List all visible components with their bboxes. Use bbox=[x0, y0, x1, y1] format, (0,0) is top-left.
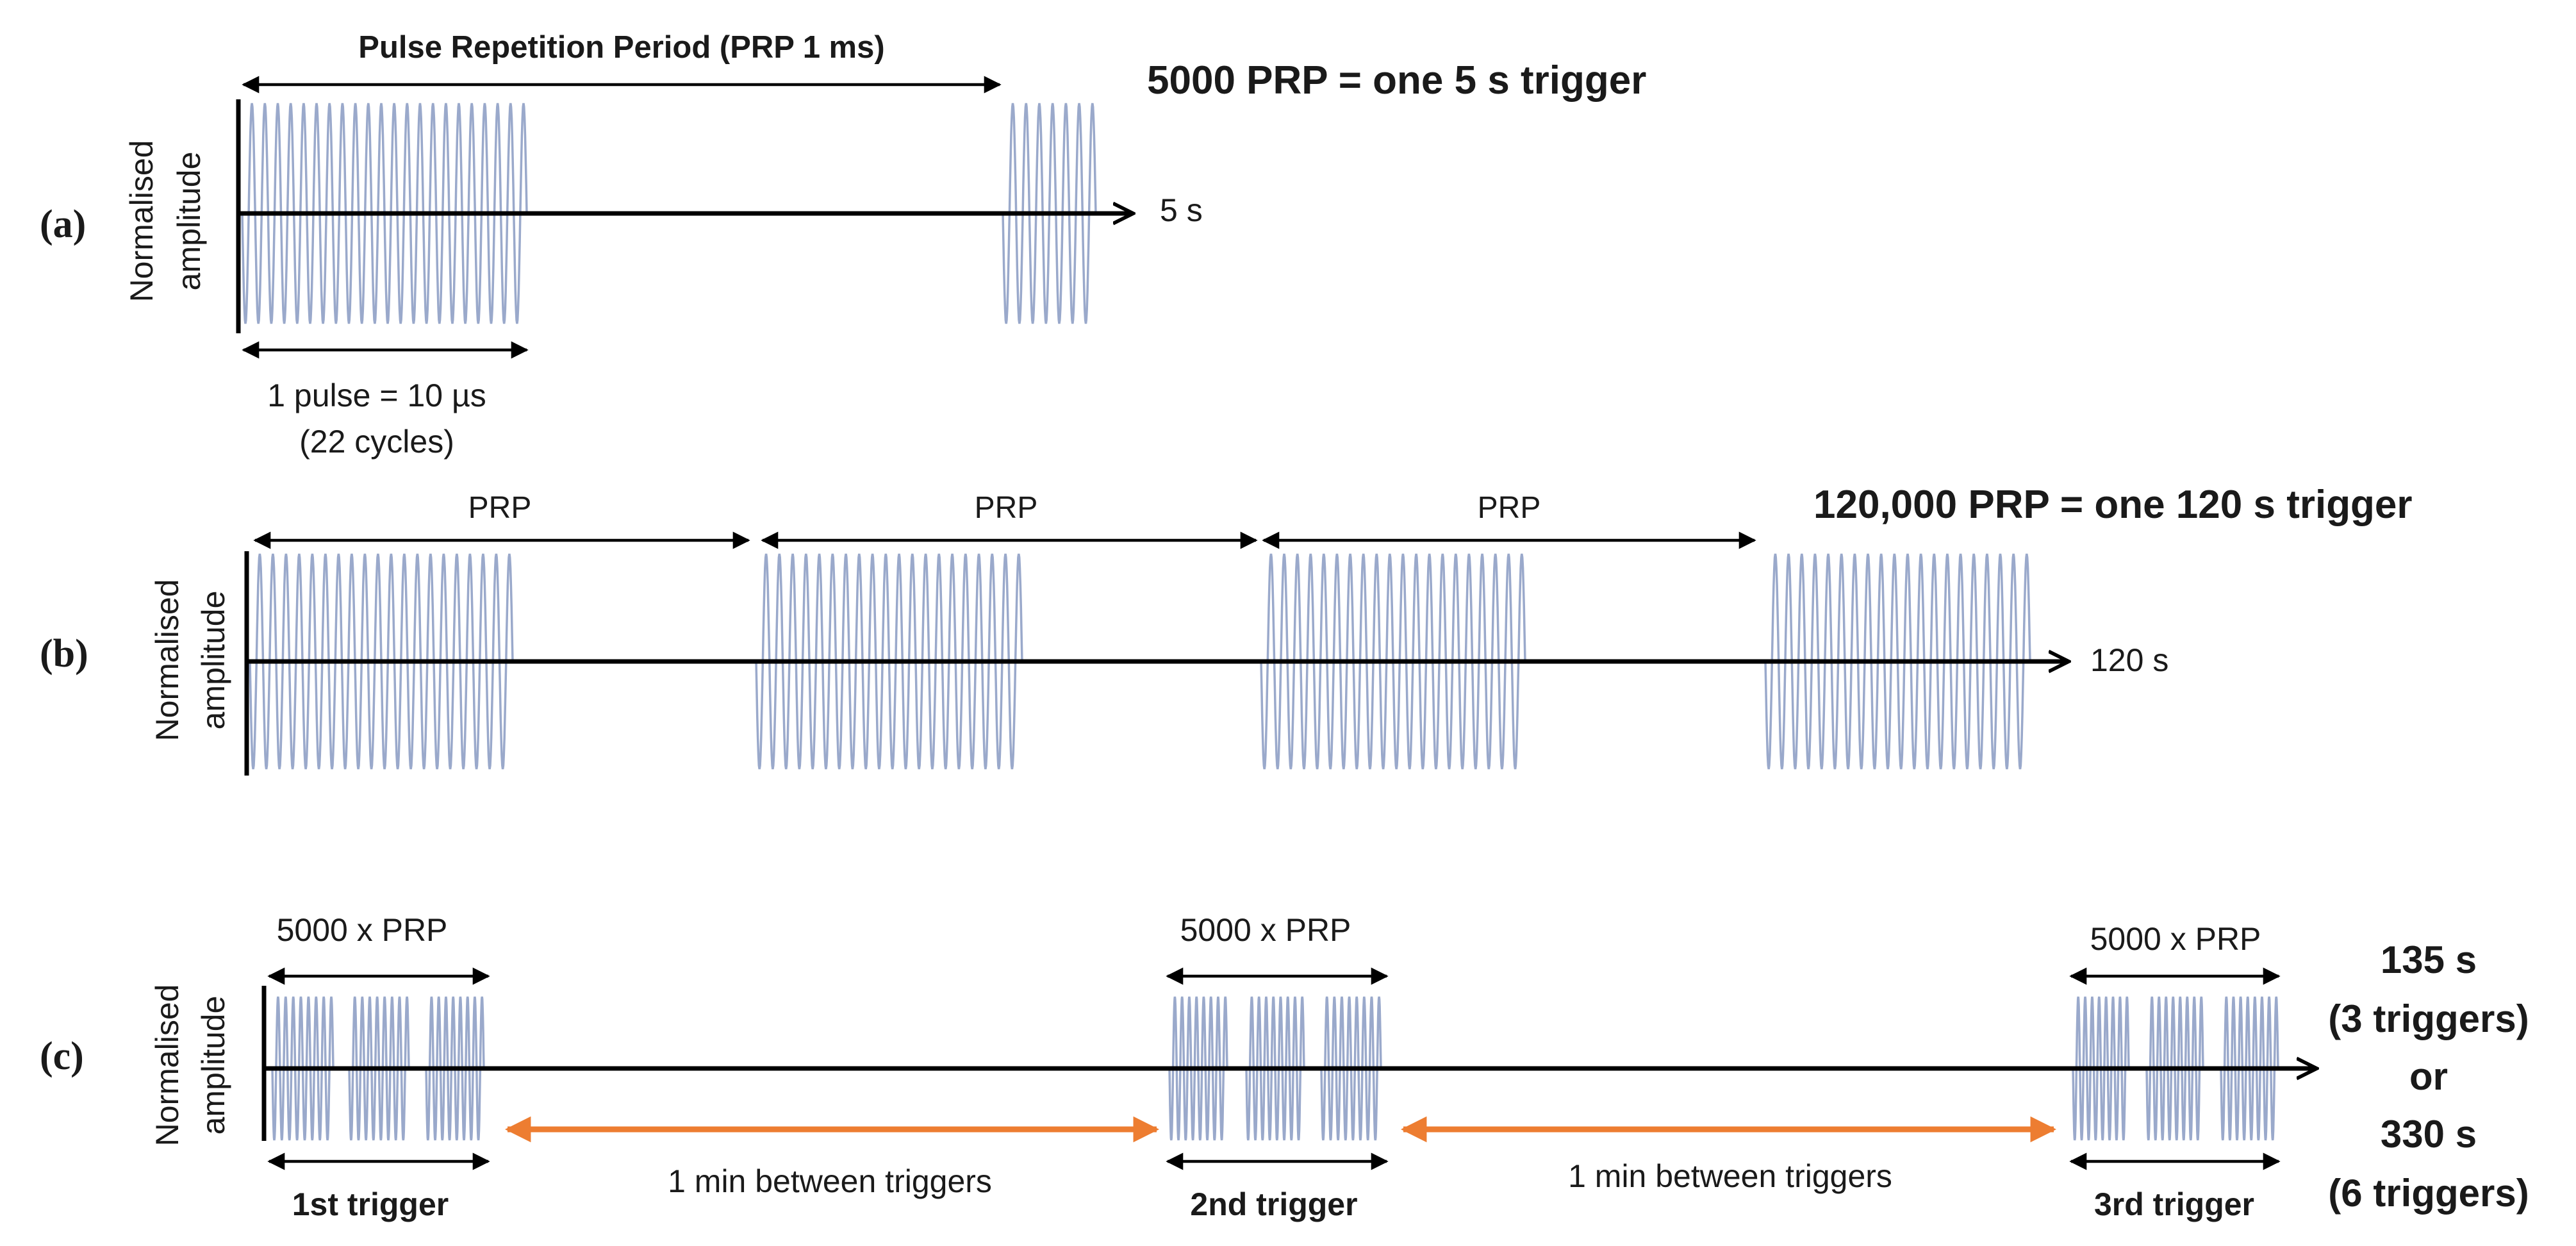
panel-b-ylabel-line1: Normalised bbox=[149, 579, 185, 742]
panel-a-summary: 5000 PRP = one 5 s trigger bbox=[1147, 58, 1646, 103]
panel-c-ylabel-line2: amplitude bbox=[195, 996, 231, 1135]
panel-b: (b) Normalised amplitude PRP PRP PRP 120… bbox=[40, 483, 2413, 776]
panel-a-label: (a) bbox=[40, 203, 86, 246]
panel-c-gap-label-1: 1 min between triggers bbox=[668, 1163, 992, 1199]
panel-a-pulse-label: 1 pulse = 10 µs bbox=[267, 378, 486, 413]
panel-a-cycles-label: (22 cycles) bbox=[299, 424, 454, 460]
panel-a-prp-label: Pulse Repetition Period (PRP 1 ms) bbox=[358, 30, 884, 65]
panel-a-ylabel-line1: Normalised bbox=[124, 140, 160, 303]
panel-b-prp-label-3: PRP bbox=[1478, 491, 1541, 525]
panel-b-summary: 120,000 PRP = one 120 s trigger bbox=[1813, 483, 2413, 527]
panel-b-label: (b) bbox=[40, 632, 88, 676]
panel-c-summary-line-1: 135 s bbox=[2381, 938, 2477, 981]
panel-c-summary-line-2: (3 triggers) bbox=[2328, 997, 2529, 1040]
panel-b-axis-end-label: 120 s bbox=[2090, 642, 2168, 678]
panel-c-label: (c) bbox=[40, 1034, 84, 1078]
panel-c-summary-line-4: 330 s bbox=[2381, 1113, 2477, 1156]
panel-b-prp-label-2: PRP bbox=[975, 491, 1038, 525]
panel-c-group-label-3: 5000 x PRP bbox=[2090, 921, 2261, 957]
panel-b-prp-label-1: PRP bbox=[468, 491, 532, 525]
panel-c-trigger-label-1: 1st trigger bbox=[292, 1186, 449, 1222]
panel-a: (a) Normalised amplitude Pulse Repetitio… bbox=[40, 30, 1646, 460]
panel-c-ylabel-line1: Normalised bbox=[149, 984, 185, 1147]
panel-a-ylabel-line2: amplitude bbox=[171, 152, 207, 291]
panel-c-trigger-label-2: 2nd trigger bbox=[1190, 1186, 1357, 1222]
panel-c: (c) Normalised amplitude 5000 x PRP 5000… bbox=[40, 912, 2529, 1222]
panel-c-summary-line-5: (6 triggers) bbox=[2328, 1172, 2529, 1215]
panel-b-ylabel-line2: amplitude bbox=[195, 591, 231, 730]
panel-c-summary-line-3: or bbox=[2409, 1055, 2448, 1098]
panel-c-group-label-1: 5000 x PRP bbox=[277, 912, 448, 948]
panel-c-gap-label-2: 1 min between triggers bbox=[1568, 1158, 1892, 1194]
panel-c-group-label-2: 5000 x PRP bbox=[1180, 912, 1351, 948]
panel-c-trigger-label-3: 3rd trigger bbox=[2094, 1186, 2254, 1222]
panel-a-axis-end-label: 5 s bbox=[1160, 192, 1203, 228]
waveform-bursts bbox=[241, 103, 2279, 1141]
